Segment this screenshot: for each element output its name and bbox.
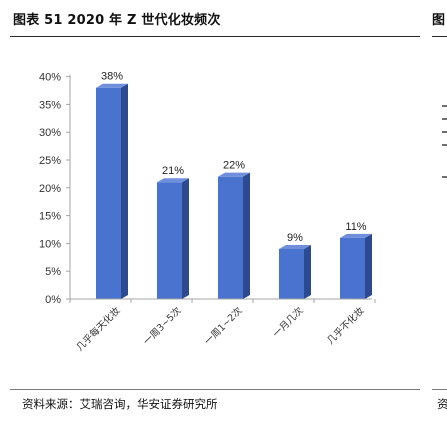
y-axis: 0% 5% 10% 15% 20% 25% 30% 35% 40% [39,72,71,306]
bar-front [96,87,121,299]
y-tick-label: 35% [39,99,61,111]
data-labels: 38% 21% 22% 9% 11% [101,71,367,244]
footer-divider [10,389,420,390]
bar [96,83,128,299]
y-tick-label: 30% [39,127,61,139]
x-category-label: 几乎每天化妆 [74,304,123,353]
adjacent-source-fragment: 资 [437,397,447,411]
title-divider [10,36,420,37]
x-axis: 几乎每天化妆 一周3~5次 一周1~2次 一月几次 几乎不化妆 [69,298,376,353]
adjacent-chart-fragment [442,131,447,133]
bar-top [218,172,250,177]
bar-front [340,237,365,299]
data-label: 38% [101,71,123,83]
source-note: 资料来源：艾瑞咨询，华安证券研究所 [22,397,218,411]
x-category-label: 一周1~2次 [202,304,245,347]
x-category-label: 几乎不化妆 [325,304,367,346]
bar [218,172,250,299]
bar-side [365,233,372,299]
data-label: 11% [345,221,366,233]
data-label: 21% [162,165,184,177]
bar [279,244,311,299]
adjacent-title-divider [432,36,447,37]
x-category-label: 一月几次 [270,304,306,340]
data-label: 22% [223,160,245,172]
figure-title: 图表 51 2020 年 Z 世代化妆频次 [13,13,221,28]
bar [340,233,372,299]
bar-front [218,176,243,299]
y-tick-label: 0% [45,294,61,306]
bar-top [340,233,372,238]
adjacent-chart-fragment [442,176,447,178]
adjacent-chart-fragment [442,144,447,146]
bar-side [182,178,189,299]
y-tick-label: 15% [39,211,61,223]
bar [157,178,189,299]
y-tick-label: 25% [39,155,61,167]
adjacent-chart-fragment [442,118,447,120]
figure-header: 图表 51 2020 年 Z 世代化妆频次 图 [0,0,447,38]
bar-side [304,244,311,299]
bar-front [157,182,182,299]
x-category-label: 一周3~5次 [141,304,184,347]
adjacent-figure-title-fragment: 图 [432,13,446,28]
bar-top [157,178,189,183]
y-tick-label: 20% [39,183,61,195]
bar-front [279,248,304,299]
y-tick-label: 40% [39,72,61,84]
data-label: 9% [287,232,303,244]
bar-side [121,83,128,299]
bar-top [279,244,311,249]
y-tick-label: 5% [45,266,61,278]
y-tick-label: 10% [39,238,61,250]
bar-chart: 0% 5% 10% 15% 20% 25% 30% 35% 40% 38% 21% 22% 9% 11%… [39,71,376,353]
bars [96,83,372,299]
bar-side [243,172,250,299]
adjacent-chart-fragment [442,105,447,107]
bar-top [96,83,128,88]
adjacent-footer-divider [432,389,447,390]
